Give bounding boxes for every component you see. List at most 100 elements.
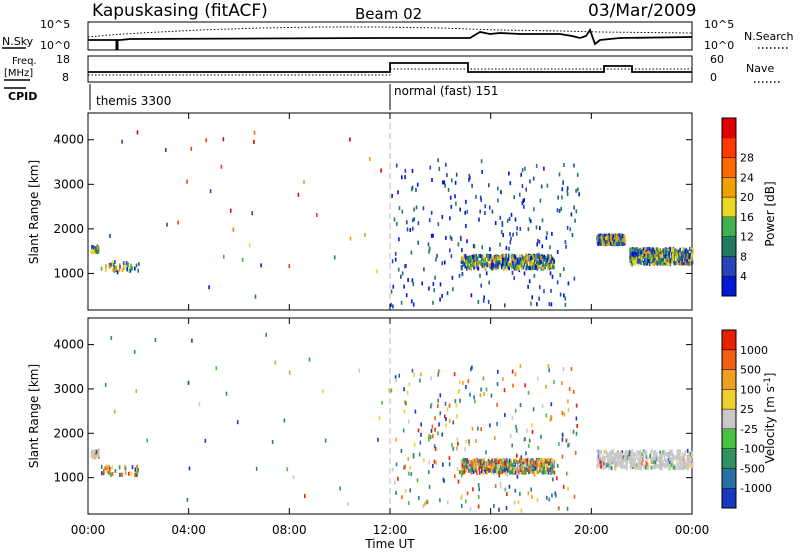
power-scatter-point <box>476 263 478 268</box>
power-scatter-point <box>690 261 693 266</box>
velocity-scatter-point <box>483 463 486 468</box>
velocity-scatter-point <box>665 460 667 465</box>
power-scatter-point <box>523 204 525 209</box>
power-scatter-point <box>688 255 691 260</box>
power-scatter-point <box>508 217 511 221</box>
power-scatter-point <box>444 183 446 188</box>
velocity-scatter-point <box>509 466 512 471</box>
power-ytick-label: 4000 <box>53 133 84 147</box>
velocity-scatter-point <box>131 465 134 470</box>
power-scatter-point <box>665 251 668 256</box>
velocity-scatter-point <box>445 417 447 422</box>
power-scatter-point <box>549 255 552 260</box>
power-scatter-point <box>644 247 647 251</box>
power-ylabel: Slant Range [km] <box>27 160 41 264</box>
velocity-scatter-point <box>567 407 570 412</box>
velocity-scatter-point <box>339 486 341 491</box>
power-scatter-point <box>473 244 476 249</box>
power-scatter-point <box>598 233 600 238</box>
power-scatter-point <box>522 261 524 266</box>
power-scatter-point <box>576 172 579 177</box>
velocity-scatter-point <box>501 466 504 471</box>
power-scatter-point <box>563 293 565 298</box>
velocity-scatter-point <box>568 387 571 392</box>
power-scatter-point <box>473 265 476 270</box>
power-scatter-point <box>616 239 618 244</box>
velocity-scatter-point <box>638 462 641 467</box>
power-scatter-point <box>391 259 394 264</box>
velocity-scatter-point <box>532 460 535 465</box>
velocity-scatter-point <box>403 465 405 470</box>
velocity-scatter-point <box>625 460 627 465</box>
velocity-scatter-point <box>215 366 218 371</box>
power-scatter-point <box>470 258 472 263</box>
velocity-colorbar-tick-label: -500 <box>740 462 765 475</box>
power-scatter-point <box>521 259 523 264</box>
power-scatter-point <box>533 262 535 267</box>
power-scatter-point <box>434 275 436 280</box>
power-scatter-point <box>487 257 489 262</box>
velocity-scatter-point <box>664 450 666 455</box>
velocity-scatter-point <box>659 450 661 455</box>
velocity-scatter-point <box>611 457 614 462</box>
velocity-scatter-point <box>472 470 475 474</box>
power-scatter-point <box>563 163 565 167</box>
velocity-scatter-point <box>596 456 599 461</box>
power-scatter-point <box>488 256 491 261</box>
velocity-scatter-point <box>413 373 415 377</box>
power-scatter-point <box>666 255 669 260</box>
velocity-scatter-point <box>637 456 639 461</box>
power-scatter-point <box>497 256 499 261</box>
power-scatter-point <box>556 250 559 254</box>
velocity-scatter-point <box>429 435 432 440</box>
power-colorbar-tick-label: 16 <box>740 211 754 224</box>
power-scatter-point <box>515 231 518 236</box>
power-scatter-point <box>248 243 251 248</box>
power-scatter-point <box>643 249 646 254</box>
velocity-scatter-point <box>493 458 496 463</box>
velocity-scatter-point <box>506 473 509 478</box>
velocity-scatter-point <box>628 450 631 454</box>
velocity-scatter-point <box>498 464 500 469</box>
power-scatter-point <box>634 259 636 264</box>
velocity-scatter-point <box>651 457 654 462</box>
velocity-scatter-point <box>437 398 439 403</box>
velocity-scatter-point <box>524 437 526 442</box>
power-scatter-point <box>553 259 555 264</box>
power-scatter-point <box>478 217 480 222</box>
power-scatter-point <box>495 264 497 269</box>
velocity-scatter-point <box>493 503 495 508</box>
velocity-scatter-point <box>478 495 480 499</box>
power-scatter-point <box>653 250 656 255</box>
velocity-scatter-point <box>547 457 549 462</box>
velocity-scatter-point <box>111 465 113 470</box>
velocity-scatter-point <box>527 443 530 448</box>
velocity-scatter-point <box>550 415 552 419</box>
power-scatter-point <box>105 267 107 272</box>
velocity-scatter-point <box>424 501 426 506</box>
velocity-scatter-point <box>556 463 559 468</box>
power-scatter-point <box>668 250 670 255</box>
velocity-scatter-point <box>684 459 686 464</box>
power-scatter-point <box>529 254 532 258</box>
power-scatter-point <box>116 270 119 275</box>
velocity-scatter-point <box>567 443 569 448</box>
power-scatter-point <box>112 268 114 273</box>
velocity-scatter-point <box>644 465 647 470</box>
power-scatter-point <box>482 298 485 303</box>
velocity-scatter-point <box>641 452 643 456</box>
velocity-scatter-point <box>475 439 477 443</box>
velocity-scatter-point <box>607 456 609 461</box>
velocity-scatter-point <box>558 506 560 511</box>
velocity-scatter-point <box>623 465 626 469</box>
velocity-scatter-point <box>574 450 577 455</box>
power-scatter-point <box>449 195 452 200</box>
power-scatter-point <box>668 248 671 253</box>
velocity-scatter-point <box>489 468 491 472</box>
power-scatter-point <box>391 193 393 198</box>
power-scatter-point <box>599 233 601 238</box>
power-colorbar-segment <box>722 118 736 139</box>
power-scatter-point <box>520 260 522 265</box>
power-scatter-point <box>428 246 431 251</box>
power-scatter-point <box>643 252 646 257</box>
